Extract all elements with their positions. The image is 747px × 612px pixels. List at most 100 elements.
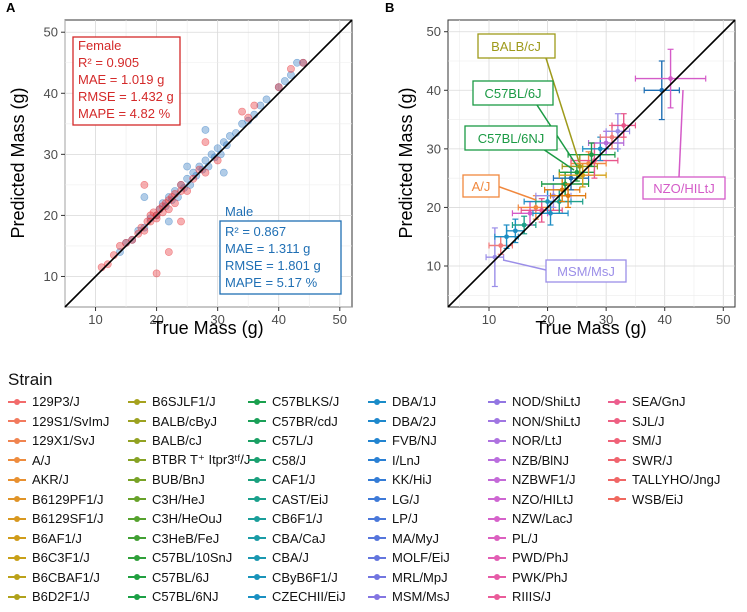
- female-mae: MAE = 1.019 g: [78, 72, 164, 87]
- panel-b-reference-line: [447, 19, 736, 308]
- y-tick-label: 20: [44, 208, 58, 223]
- female-r2: R² = 0.905: [78, 55, 139, 70]
- x-tick-label: 30: [210, 312, 224, 327]
- strain-point: [520, 198, 563, 223]
- strain-mean-dot: [521, 222, 527, 228]
- point-female: [177, 217, 185, 226]
- point-male: [293, 58, 301, 67]
- callout-nzohiltj: NZO/HILtJ: [653, 181, 714, 196]
- point-male: [164, 193, 173, 201]
- point-female: [146, 211, 155, 220]
- point-female: [171, 199, 179, 208]
- point-male: [262, 95, 271, 104]
- y-tick-label: 30: [427, 141, 441, 156]
- strain-mean-dot: [577, 164, 583, 169]
- strain-point: [605, 113, 631, 150]
- male-r2: R² = 0.867: [225, 224, 286, 239]
- panel-a-label: A: [6, 0, 16, 15]
- male-mape: MAPE = 5.17 %: [225, 275, 318, 290]
- point-female: [149, 208, 158, 217]
- x-tick-label: 30: [599, 312, 613, 327]
- point-male: [164, 217, 173, 226]
- callout-line-msmmsj: [502, 259, 547, 271]
- panel-b-x-axis-label: True Mass (g): [535, 318, 646, 338]
- male-rmse: RMSE = 1.801 g: [225, 258, 321, 273]
- point-male: [238, 119, 246, 128]
- strain-mean-dot: [548, 210, 553, 216]
- panel-a-x-axis-label: True Mass (g): [152, 318, 263, 338]
- callout-c57bl6nj: C57BL/6NJ: [478, 131, 544, 146]
- callout-box-c57bl6j: [472, 80, 554, 106]
- strain-point: [599, 124, 625, 150]
- callout-box-nzohiltj: [642, 176, 726, 200]
- x-tick-label: 20: [149, 312, 163, 327]
- point-female: [164, 248, 173, 256]
- callout-box-aj: [462, 174, 500, 198]
- panel-b-chart: 10 20 30 40 50 10 20 30 40 50 BALB/cJ C57BL/6J C5…: [396, 19, 736, 338]
- y-tick-label: 20: [427, 200, 441, 215]
- point-male: [195, 162, 204, 171]
- strain-mean-dot: [533, 205, 539, 210]
- point-male: [207, 150, 216, 159]
- y-tick-label: 40: [427, 83, 441, 98]
- callout-box-balbcj: [477, 33, 556, 59]
- strain-mean-dot: [668, 76, 673, 81]
- point-female: [238, 107, 246, 116]
- point-female: [164, 205, 173, 214]
- strain-point: [643, 60, 680, 121]
- strain-point: [611, 113, 637, 138]
- point-female: [116, 242, 124, 250]
- identity-line: [64, 19, 353, 308]
- point-male: [158, 199, 167, 208]
- point-female: [183, 187, 192, 195]
- callout-line-aj: [496, 185, 537, 201]
- panel-a-chart: 10 20 30 40 50 10 20 30 40 50 Female R² = 0.905 M…: [8, 19, 353, 338]
- panel-b-ticks: 10 20 30 40 50 10 20 30 40 50: [427, 24, 731, 327]
- point-male: [256, 101, 265, 110]
- point-female: [213, 156, 222, 165]
- female-label: Female: [78, 38, 121, 53]
- callout-line-nzohiltj: [678, 89, 684, 178]
- x-tick-label: 40: [657, 312, 671, 327]
- callout-box-msmmsj: [545, 259, 627, 283]
- point-male: [213, 144, 222, 153]
- x-tick-label: 50: [333, 312, 347, 327]
- point-male: [183, 174, 192, 183]
- panel-b-y-axis-label: Predicted Mass (g): [396, 87, 416, 238]
- point-male: [287, 71, 295, 79]
- y-tick-label: 50: [427, 24, 441, 39]
- callout-balbcj: BALB/cJ: [491, 39, 541, 54]
- point-female: [274, 83, 283, 92]
- point-male: [225, 132, 234, 140]
- point-male: [171, 187, 179, 195]
- point-female: [177, 180, 185, 189]
- point-female: [152, 269, 161, 278]
- female-mape: MAPE = 4.82 %: [78, 106, 171, 121]
- panel-a-reference-line: [64, 19, 353, 308]
- male-stats-box: [219, 220, 342, 295]
- callout-msmmsj: MSM/MsJ: [557, 264, 615, 279]
- point-male: [219, 168, 228, 177]
- strain-point: [634, 48, 707, 109]
- callout-aj: A/J: [472, 179, 491, 194]
- strain-mean-dot: [609, 134, 615, 140]
- point-female: [250, 101, 259, 110]
- x-tick-label: 10: [88, 312, 102, 327]
- strain-mean-dot: [565, 193, 571, 199]
- strain-mean-dot: [589, 152, 594, 158]
- point-male: [201, 156, 210, 165]
- panel-a-points: [97, 58, 308, 278]
- point-female: [201, 138, 210, 147]
- strain-mean-dot: [527, 210, 533, 216]
- identity-line: [447, 19, 736, 308]
- callout-line-c57bl6nj: [539, 146, 575, 171]
- point-female: [201, 168, 210, 177]
- y-tick-label: 50: [44, 25, 58, 40]
- point-male: [219, 138, 228, 147]
- point-male: [140, 193, 149, 201]
- strain-mean-dot: [498, 243, 504, 248]
- strain-mean-dot: [621, 123, 627, 128]
- male-label: Male: [225, 204, 253, 219]
- callout-box-c57bl6nj: [464, 125, 558, 151]
- point-male: [189, 168, 198, 177]
